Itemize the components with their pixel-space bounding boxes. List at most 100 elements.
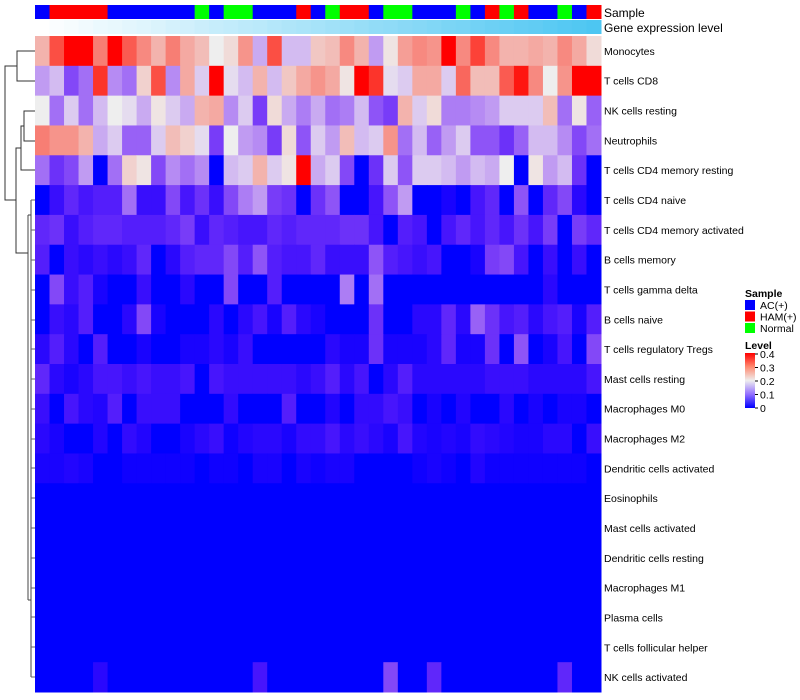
heatmap-cell [180, 513, 196, 544]
heatmap-cell [557, 632, 573, 663]
heatmap-cell [310, 542, 326, 574]
heatmap-cell [238, 393, 254, 425]
heatmap-cell [151, 125, 167, 156]
heatmap-cell [165, 244, 181, 276]
heatmap-cell [383, 155, 399, 186]
heatmap-cell [296, 214, 312, 246]
heatmap-cell [165, 95, 181, 126]
heatmap-cell [484, 393, 500, 425]
heatmap-cell [122, 304, 138, 335]
heatmap-cell [542, 155, 558, 186]
heatmap-cell [252, 274, 268, 305]
heatmap-cell [267, 453, 283, 484]
heatmap-cell [499, 393, 515, 425]
heatmap-cell [107, 602, 123, 633]
heatmap-cell [136, 125, 152, 156]
heatmap-cell [296, 483, 312, 514]
gene-annotation-cell [136, 20, 152, 34]
heatmap-cell [165, 423, 181, 454]
heatmap-cell [383, 214, 399, 246]
heatmap-cell [35, 95, 51, 126]
heatmap-cell [470, 542, 486, 574]
heatmap-cell [383, 274, 399, 305]
heatmap-cell [223, 602, 239, 633]
heatmap-cell [499, 572, 515, 604]
heatmap-cell [557, 572, 573, 604]
heatmap-cell [586, 125, 602, 156]
heatmap-cell [557, 65, 573, 97]
heatmap-cell [122, 483, 138, 514]
heatmap-cell [354, 393, 370, 425]
heatmap-cell [209, 155, 225, 186]
heatmap-cell [513, 393, 529, 425]
heatmap-cell [455, 334, 471, 365]
heatmap-cell [484, 513, 500, 544]
heatmap-cell [194, 423, 210, 454]
heatmap-cell [252, 453, 268, 484]
heatmap-cell [209, 662, 225, 693]
heatmap-cell [35, 632, 51, 663]
heatmap-cell [571, 125, 587, 156]
heatmap-cell [339, 274, 355, 305]
heatmap-cell [122, 65, 138, 97]
heatmap-cell [383, 334, 399, 365]
heatmap-cell [441, 632, 457, 663]
legend-tick-label: 0.4 [760, 349, 775, 361]
heatmap-cell [194, 602, 210, 633]
heatmap-cell [354, 662, 370, 693]
heatmap-cell [310, 393, 326, 425]
heatmap-cell [484, 483, 500, 514]
gene-annotation-cell [238, 20, 254, 34]
heatmap-cell [151, 602, 167, 633]
heatmap-cell [296, 572, 312, 604]
heatmap-cell [513, 513, 529, 544]
heatmap-cell [180, 423, 196, 454]
heatmap-cell [470, 95, 486, 126]
heatmap-cell [441, 483, 457, 514]
heatmap-cell [78, 423, 94, 454]
heatmap-cell [383, 662, 399, 693]
heatmap-cell [542, 483, 558, 514]
heatmap-cell [78, 662, 94, 693]
heatmap-cell [586, 155, 602, 186]
heatmap-cell [557, 95, 573, 126]
heatmap-cell [267, 36, 283, 67]
heatmap-cell [513, 125, 529, 156]
heatmap-cell [151, 274, 167, 305]
heatmap-cell [325, 602, 341, 633]
heatmap-cell [586, 304, 602, 335]
row-label: T cells CD4 naive [604, 195, 686, 207]
heatmap-cell [441, 155, 457, 186]
row-label: B cells naive [604, 314, 663, 326]
heatmap-cell [368, 155, 384, 186]
heatmap-cell [339, 95, 355, 126]
heatmap-cell [165, 36, 181, 67]
heatmap-cell [571, 334, 587, 365]
heatmap-cell [499, 542, 515, 574]
heatmap-cell [513, 185, 529, 216]
heatmap-cell [513, 602, 529, 633]
heatmap-cell [499, 632, 515, 663]
heatmap-cell [354, 244, 370, 276]
heatmap-cell [557, 214, 573, 246]
heatmap-cell [296, 274, 312, 305]
heatmap-cell [455, 65, 471, 97]
heatmap-cell [339, 602, 355, 633]
row-label: T cells gamma delta [604, 284, 698, 296]
heatmap-cell [412, 244, 428, 276]
heatmap-cell [499, 602, 515, 633]
heatmap-cell [528, 36, 544, 67]
sample-annotation-cell [122, 5, 138, 19]
heatmap-cell [194, 36, 210, 67]
dendrogram-branch [20, 125, 35, 171]
sample-annotation-cell [136, 5, 152, 19]
heatmap-cell [354, 155, 370, 186]
heatmap-cell [151, 214, 167, 246]
heatmap-cell [136, 274, 152, 305]
heatmap-cell [557, 334, 573, 365]
heatmap-cell [136, 513, 152, 544]
heatmap-cell [209, 453, 225, 484]
heatmap-cell [354, 334, 370, 365]
heatmap-cell [484, 155, 500, 186]
heatmap-cell [383, 65, 399, 97]
